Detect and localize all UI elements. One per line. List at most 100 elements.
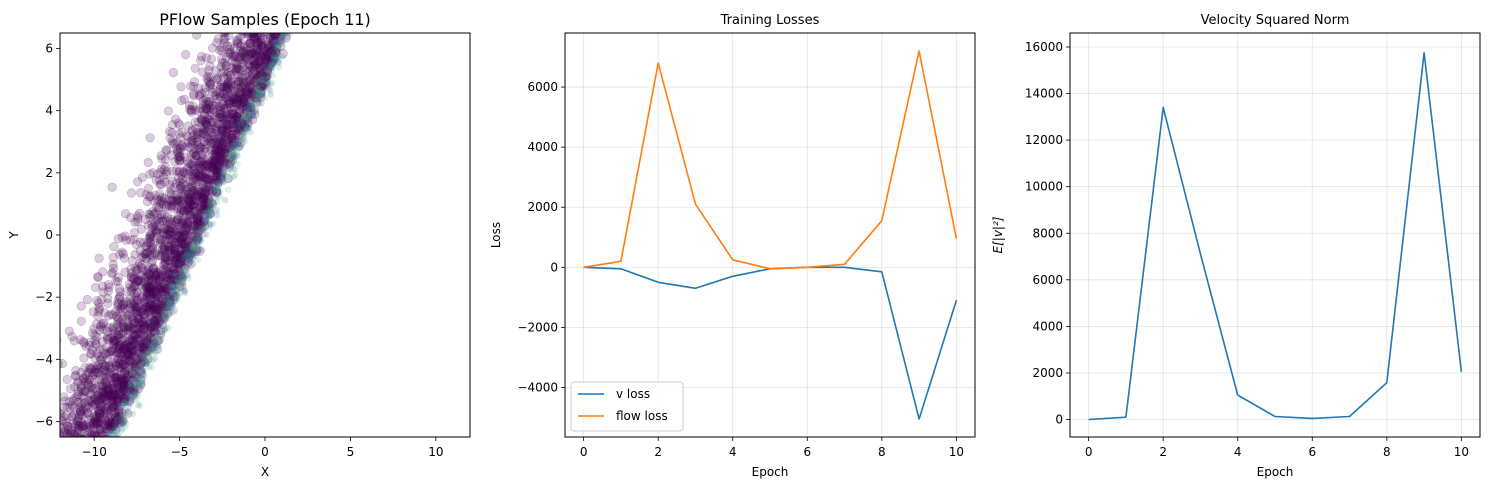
scatter-point (215, 157, 225, 167)
scatter-point (158, 260, 169, 270)
scatter-point (212, 87, 222, 97)
scatter-point (143, 220, 153, 231)
scatter-point (74, 425, 84, 435)
scatter-point (142, 305, 152, 316)
scatter-point (136, 327, 146, 337)
density-point (135, 381, 142, 388)
scatter-point (88, 384, 98, 394)
scatter-point (166, 262, 176, 272)
density-point (258, 72, 266, 80)
scatter-point (236, 138, 246, 148)
scatter-point (205, 209, 215, 219)
scatter-point (146, 322, 156, 332)
scatter-point (173, 153, 183, 163)
scatter-point (78, 393, 88, 403)
scatter-point (218, 126, 228, 136)
scatter-point (190, 144, 200, 154)
scatter-point (205, 124, 216, 134)
density-point (241, 129, 248, 137)
scatter-point (125, 304, 135, 314)
scatter-point (63, 421, 73, 432)
scatter-point (149, 264, 159, 275)
scatter-point (153, 169, 163, 179)
x-tick-label: 2 (1159, 445, 1167, 459)
scatter-point (70, 421, 80, 431)
scatter-point (183, 218, 193, 228)
scatter-point (157, 302, 167, 312)
scatter-point (267, 57, 277, 67)
scatter-point (222, 87, 233, 97)
scatter-point (234, 52, 244, 63)
scatter-point (201, 204, 211, 215)
scatter-point (160, 257, 170, 267)
density-point (151, 348, 158, 355)
scatter-point (190, 63, 200, 73)
density-point (97, 439, 103, 445)
scatter-point (150, 300, 160, 310)
scatter-point (215, 91, 225, 101)
scatter-point (128, 368, 138, 379)
scatter-point (71, 419, 81, 430)
scatter-point (165, 219, 175, 229)
scatter-point (145, 169, 155, 179)
scatter-point (133, 334, 143, 344)
scatter-point (94, 417, 104, 427)
scatter-point (37, 405, 46, 414)
scatter-point (201, 94, 211, 104)
scatter-point (166, 214, 176, 224)
density-point (237, 120, 244, 128)
scatter-point (175, 143, 185, 153)
scatter-point (209, 156, 219, 166)
scatter-point (111, 336, 121, 346)
scatter-point (158, 199, 168, 209)
scatter-point (170, 248, 180, 258)
scatter-point (109, 383, 119, 393)
scatter-point (124, 342, 134, 352)
x-tick-label: 0 (261, 445, 269, 459)
scatter-point (190, 168, 201, 178)
scatter-point (173, 263, 183, 273)
scatter-point (77, 385, 87, 395)
scatter-point (213, 141, 223, 151)
scatter-point (269, 37, 280, 47)
scatter-point (197, 154, 207, 164)
scatter-point (256, 51, 266, 62)
scatter-point (119, 356, 129, 366)
scatter-point (118, 319, 128, 329)
scatter-point (64, 439, 73, 448)
density-point (153, 340, 160, 347)
scatter-point (109, 418, 119, 429)
scatter-point (149, 287, 159, 297)
scatter-point (232, 113, 242, 123)
scatter-point (150, 317, 160, 327)
scatter-point (218, 123, 228, 133)
scatter-point (205, 116, 215, 126)
y-tick-label: 4000 (527, 140, 558, 154)
scatter-point (154, 196, 164, 206)
y-tick-label: −2 (35, 290, 53, 304)
scatter-point (108, 339, 118, 350)
scatter-point (203, 180, 213, 190)
scatter-point (147, 234, 157, 244)
scatter-point (257, 42, 267, 52)
scatter-point (82, 377, 92, 387)
scatter-point (255, 66, 266, 76)
scatter-point (178, 215, 188, 225)
x-tick-label: 5 (347, 445, 355, 459)
scatter-point (124, 309, 134, 319)
scatter-point (73, 420, 83, 431)
scatter-point (164, 241, 174, 251)
scatter-point (123, 321, 133, 331)
scatter-point (110, 372, 120, 382)
scatter-point (115, 249, 125, 259)
scatter-point (216, 141, 226, 152)
scatter-point (147, 223, 157, 233)
scatter-point (254, 71, 264, 81)
losses-lines (583, 50, 958, 420)
scatter-point (127, 335, 137, 345)
scatter-point (157, 300, 167, 311)
scatter-point (186, 81, 196, 91)
scatter-point (263, 56, 273, 66)
scatter-point (210, 164, 220, 174)
scatter-point (171, 217, 181, 227)
